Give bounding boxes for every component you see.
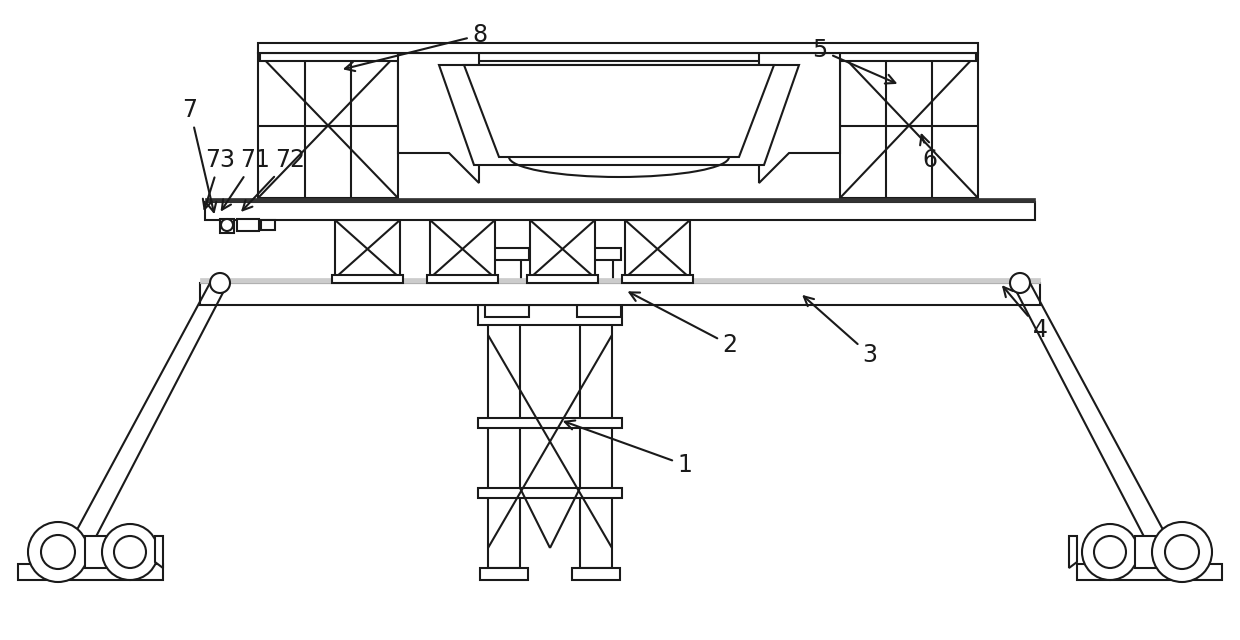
Bar	[529, 220, 595, 278]
Text: 1: 1	[564, 420, 692, 477]
Bar	[577, 305, 621, 317]
Bar	[585, 255, 613, 305]
Bar	[480, 568, 528, 580]
Text: 6: 6	[920, 135, 937, 172]
Polygon shape	[1069, 536, 1078, 568]
Circle shape	[1166, 535, 1199, 569]
Text: 71: 71	[222, 148, 270, 210]
Bar	[577, 248, 621, 260]
Bar	[205, 198, 1035, 202]
Text: 4: 4	[1003, 287, 1048, 342]
Bar	[219, 219, 234, 233]
Bar	[477, 305, 622, 325]
Circle shape	[41, 535, 74, 569]
Circle shape	[102, 524, 157, 580]
Bar	[1078, 564, 1221, 580]
Bar	[494, 255, 521, 305]
Bar	[430, 220, 495, 278]
Bar	[19, 564, 162, 580]
Circle shape	[114, 536, 146, 568]
Polygon shape	[398, 53, 479, 183]
Circle shape	[1011, 273, 1030, 293]
Bar	[625, 220, 689, 278]
Bar	[258, 53, 398, 198]
Text: 8: 8	[345, 23, 487, 71]
Bar	[527, 275, 598, 283]
Text: 7: 7	[182, 98, 216, 212]
Circle shape	[221, 219, 233, 231]
Bar	[485, 248, 529, 260]
Bar	[86, 536, 117, 568]
Circle shape	[1152, 522, 1211, 582]
Polygon shape	[464, 65, 774, 157]
Bar	[260, 53, 976, 61]
Bar	[200, 278, 1040, 283]
Bar	[237, 219, 259, 231]
Bar	[335, 220, 401, 278]
Bar	[1135, 536, 1167, 568]
Bar	[580, 305, 613, 568]
Bar	[839, 53, 978, 198]
Circle shape	[1083, 524, 1138, 580]
Polygon shape	[759, 53, 839, 183]
Bar	[260, 220, 275, 230]
Text: 3: 3	[804, 296, 878, 367]
Bar	[485, 305, 529, 317]
Bar	[258, 43, 978, 53]
Text: 2: 2	[630, 292, 738, 357]
Bar	[477, 488, 622, 498]
Bar	[477, 418, 622, 428]
Text: 72: 72	[243, 148, 305, 211]
Circle shape	[210, 273, 229, 293]
Text: 5: 5	[812, 38, 895, 83]
Bar	[205, 202, 1035, 220]
Circle shape	[29, 522, 88, 582]
Bar	[332, 275, 403, 283]
Bar	[489, 305, 520, 568]
Polygon shape	[439, 65, 799, 165]
Bar	[622, 275, 693, 283]
Circle shape	[1094, 536, 1126, 568]
Text: 73: 73	[203, 148, 236, 209]
Bar	[427, 275, 498, 283]
Bar	[572, 568, 620, 580]
Bar	[200, 283, 1040, 305]
Polygon shape	[155, 536, 162, 568]
